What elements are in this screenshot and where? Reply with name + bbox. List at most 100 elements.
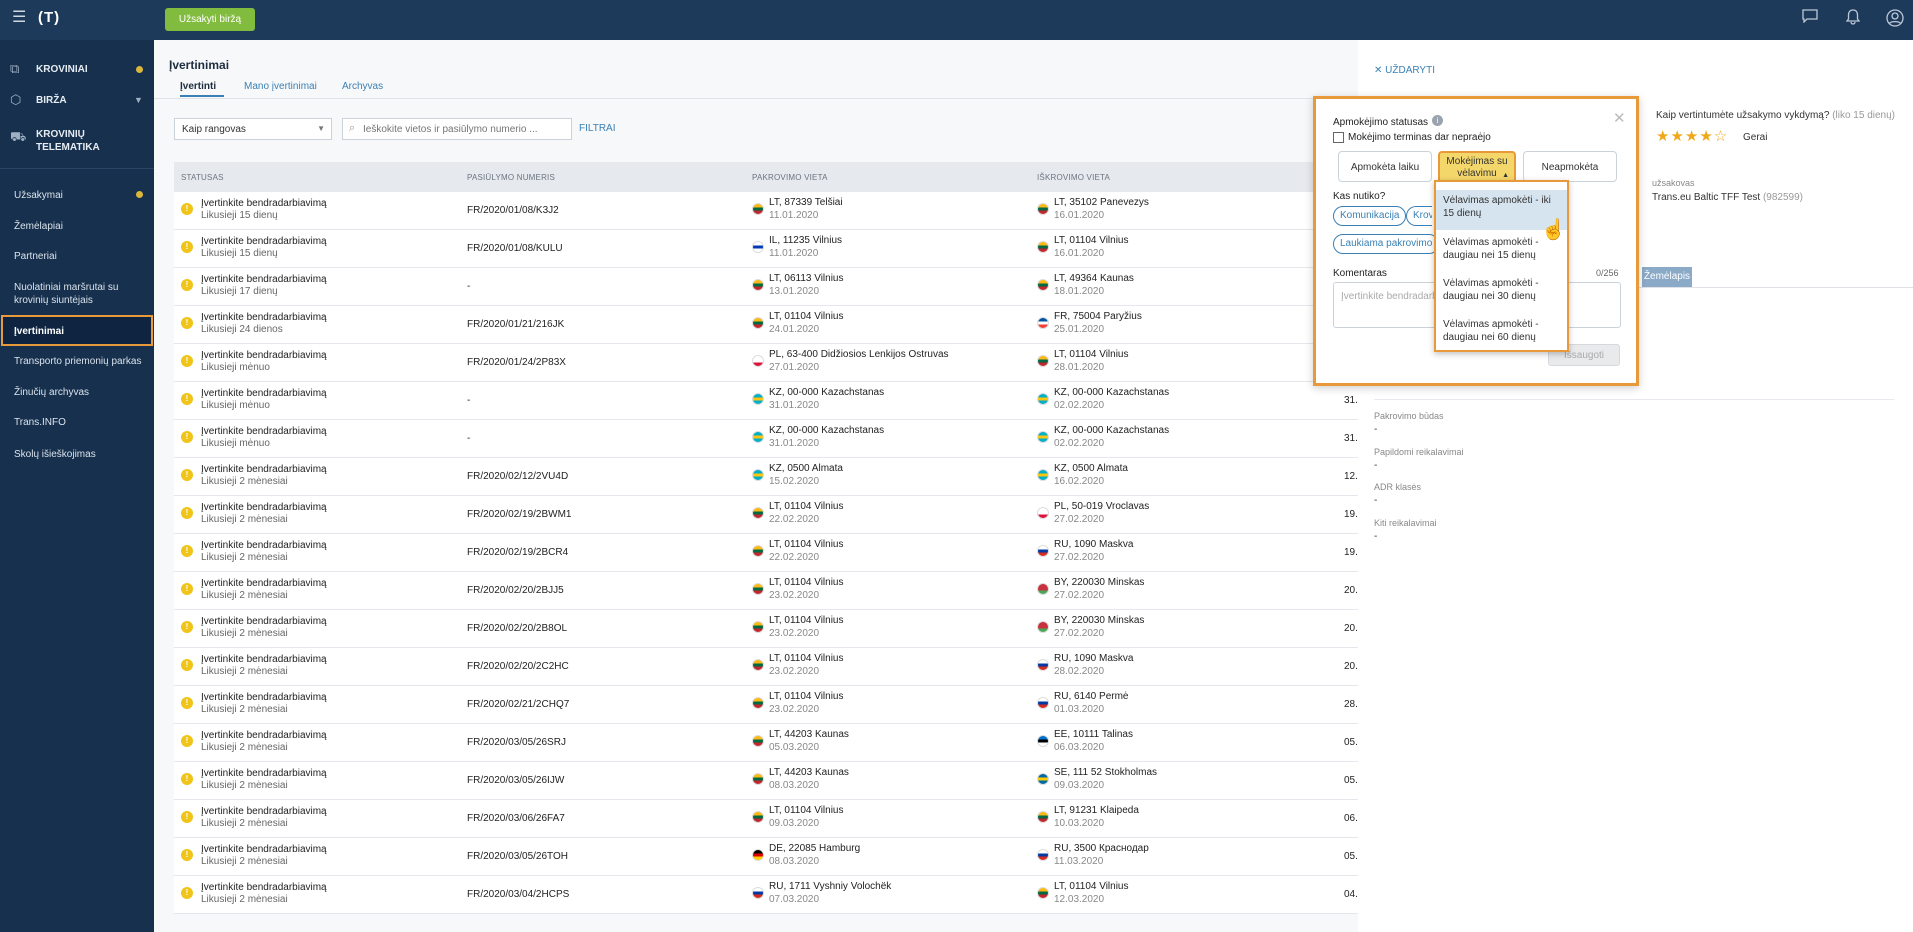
- rating-question: Kaip vertintumėte užsakymo vykdymą? (lik…: [1656, 110, 1895, 121]
- loading-date: 05.03.2020: [769, 742, 820, 753]
- status-text: Įvertinkite bendradarbiavimą: [201, 616, 327, 627]
- table-row[interactable]: ! Įvertinkite bendradarbiavimą Likusieji 2…: [174, 648, 1383, 686]
- table-row[interactable]: ! Įvertinkite bendradarbiavimą Likusieji 1…: [174, 268, 1358, 306]
- table-row[interactable]: ! Įvertinkite bendradarbiavimą Likusieji m…: [174, 420, 1383, 458]
- sidebar-item-transporto[interactable]: Transporto priemonių parkas: [14, 356, 142, 367]
- offer-number: FR/2020/03/05/26SRJ: [467, 737, 566, 748]
- payment-term-checkbox[interactable]: [1333, 132, 1344, 143]
- chip-cargo[interactable]: Krovi: [1406, 206, 1432, 226]
- table-row[interactable]: ! Įvertinkite bendradarbiavimą Likusieji 2…: [174, 686, 1383, 724]
- close-icon[interactable]: ✕: [1613, 110, 1626, 127]
- star-rating[interactable]: ★★★★☆: [1656, 128, 1729, 145]
- sidebar-item-zemelapiai[interactable]: Žemėlapiai: [14, 221, 63, 232]
- sidebar-item-uzsakymai[interactable]: Užsakymai: [14, 190, 63, 201]
- late-payment-button[interactable]: Mokėjimas su vėlavimu ▲: [1438, 151, 1516, 184]
- dropdown-option-over-15[interactable]: Vėlavimas apmokėti - daugiau nei 15 dien…: [1443, 237, 1539, 261]
- flag-icon: [1037, 621, 1049, 633]
- chip-waiting-loading[interactable]: Laukiama pakrovimo: [1333, 234, 1440, 254]
- table-row[interactable]: ! Įvertinkite bendradarbiavimą Likusieji 1…: [174, 230, 1358, 268]
- search-box[interactable]: ⌕: [342, 118, 572, 140]
- logo[interactable]: (T): [38, 9, 61, 26]
- sidebar-item-nuolatiniai[interactable]: Nuolatiniai maršrutai su: [14, 282, 119, 293]
- tab-archyvas[interactable]: Archyvas: [342, 81, 384, 92]
- sidebar-item-ivertinimai[interactable]: Įvertinimai: [14, 326, 65, 337]
- sidebar-item-transinfo[interactable]: Trans.INFO: [14, 417, 66, 428]
- paid-on-time-button[interactable]: Apmokėta laiku: [1338, 151, 1432, 182]
- offer-number: FR/2020/02/19/2BWM1: [467, 509, 572, 520]
- unloading-place: KZ, 00-000 Kazachstanas: [1054, 387, 1170, 398]
- warning-icon: !: [181, 355, 193, 367]
- sidebar-item-telematika[interactable]: ⛟ KROVINIŲ TELEMATIKA: [10, 129, 100, 153]
- flag-icon: [752, 203, 764, 215]
- loading-date: 08.03.2020: [769, 856, 820, 867]
- status-text: Įvertinkite bendradarbiavimą: [201, 882, 327, 893]
- flag-icon: [752, 545, 764, 557]
- info-icon[interactable]: i: [1432, 115, 1443, 126]
- status-text: Įvertinkite bendradarbiavimą: [201, 844, 327, 855]
- loading-date: 23.02.2020: [769, 666, 820, 677]
- sidebar-item-kroviniai[interactable]: ⧉ KROVINIAI: [0, 60, 154, 80]
- unpaid-button[interactable]: Neapmokėta: [1523, 151, 1617, 182]
- sidebar-item-skolu[interactable]: Skolų išieškojimas: [14, 449, 96, 460]
- sidebar-item-nuolatiniai-2[interactable]: krovinių siuntėjais: [14, 295, 93, 306]
- sidebar: ⧉ KROVINIAI ⬡ BIRŽA ▼ ⛟ KROVINIŲ TELEMAT…: [0, 40, 154, 932]
- search-input[interactable]: [363, 122, 563, 136]
- chat-icon[interactable]: [1800, 9, 1820, 29]
- divider: [0, 168, 154, 169]
- warning-icon: !: [181, 431, 193, 443]
- time-left: Likusieji 24 dienos: [201, 324, 283, 335]
- user-icon[interactable]: [1885, 9, 1905, 29]
- table-row[interactable]: ! Įvertinkite bendradarbiavimą Likusieji 2…: [174, 876, 1383, 914]
- status-text: Įvertinkite bendradarbiavimą: [201, 540, 327, 551]
- table-row[interactable]: ! Įvertinkite bendradarbiavimą Likusieji 2…: [174, 496, 1383, 534]
- table-row[interactable]: ! Įvertinkite bendradarbiavimą Likusieji 2…: [174, 458, 1383, 496]
- tab-mano-ivertinimai[interactable]: Mano įvertinimai: [244, 81, 317, 92]
- table-row[interactable]: ! Įvertinkite bendradarbiavimą Likusieji 2…: [174, 800, 1383, 838]
- table-row[interactable]: ! Įvertinkite bendradarbiavimą Likusieji 2…: [174, 572, 1383, 610]
- order-exchange-button[interactable]: Užsakyti biržą: [165, 8, 255, 31]
- unloading-date: 10.03.2020: [1054, 818, 1105, 829]
- sidebar-item-birza[interactable]: ⬡ BIRŽA ▼: [10, 92, 143, 107]
- table-row[interactable]: ! Įvertinkite bendradarbiavimą Likusieji 2…: [174, 762, 1383, 800]
- dropdown-option-over-30[interactable]: Vėlavimas apmokėti - daugiau nei 30 dien…: [1443, 278, 1539, 302]
- flag-icon: [752, 621, 764, 633]
- sidebar-item-partneriai[interactable]: Partneriai: [14, 251, 57, 262]
- loading-place: LT, 44203 Kaunas: [769, 767, 849, 778]
- close-button[interactable]: ✕ UŽDARYTI: [1374, 65, 1435, 76]
- table-row[interactable]: ! Įvertinkite bendradarbiavimą Likusieji m…: [174, 382, 1383, 420]
- table-row[interactable]: ! Įvertinkite bendradarbiavimą Likusieji 2…: [174, 610, 1383, 648]
- column-header-status[interactable]: STATUSAS: [181, 173, 224, 182]
- dropdown-option-over-60[interactable]: Vėlavimas apmokėti - daugiau nei 60 dien…: [1443, 319, 1539, 343]
- table-row[interactable]: ! Įvertinkite bendradarbiavimą Likusieji 1…: [174, 192, 1358, 230]
- column-header-unloading[interactable]: IŠKROVIMO VIETA: [1037, 173, 1111, 182]
- status-text: Įvertinkite bendradarbiavimą: [201, 730, 327, 741]
- column-header-number[interactable]: PASIŪLYMO NUMERIS: [467, 173, 556, 182]
- filters-link[interactable]: FILTRAI: [579, 123, 616, 134]
- column-header-loading[interactable]: PAKROVIMO VIETA: [752, 173, 828, 182]
- table-row[interactable]: ! Įvertinkite bendradarbiavimą Likusieji 2…: [174, 838, 1383, 876]
- status-text: Įvertinkite bendradarbiavimą: [201, 654, 327, 665]
- field-label-loading-method: Pakrovimo būdas: [1374, 411, 1444, 421]
- sidebar-item-zinuciu[interactable]: Žinučių archyvas: [14, 387, 90, 398]
- search-icon: ⌕: [349, 122, 356, 134]
- table-row[interactable]: ! Įvertinkite bendradarbiavimą Likusieji m…: [174, 344, 1358, 382]
- offer-number: -: [467, 433, 471, 444]
- warning-icon: !: [181, 241, 193, 253]
- role-select[interactable]: Kaip rangovas ▼: [174, 118, 332, 140]
- loading-date: 09.03.2020: [769, 818, 820, 829]
- flag-icon: [752, 507, 764, 519]
- hamburger-icon[interactable]: ☰: [12, 9, 27, 26]
- offer-number: FR/2020/01/24/2P83X: [467, 357, 566, 368]
- table-row[interactable]: ! Įvertinkite bendradarbiavimą Likusieji 2…: [174, 534, 1383, 572]
- bell-icon[interactable]: [1843, 9, 1863, 29]
- dropdown-option-15[interactable]: Vėlavimas apmokėti - iki 15 dienų: [1436, 190, 1567, 230]
- tab-map[interactable]: Žemėlapis: [1642, 267, 1692, 287]
- table-row[interactable]: ! Įvertinkite bendradarbiavimą Likusieji 2…: [174, 724, 1383, 762]
- chip-communication[interactable]: Komunikacija: [1333, 206, 1407, 226]
- status-text: Įvertinkite bendradarbiavimą: [201, 350, 327, 361]
- flag-icon: [1037, 583, 1049, 595]
- loading-date: 24.01.2020: [769, 324, 820, 335]
- flag-icon: [752, 811, 764, 823]
- tab-ivertinti[interactable]: Įvertinti: [180, 81, 217, 92]
- table-row[interactable]: ! Įvertinkite bendradarbiavimą Likusieji 2…: [174, 306, 1358, 344]
